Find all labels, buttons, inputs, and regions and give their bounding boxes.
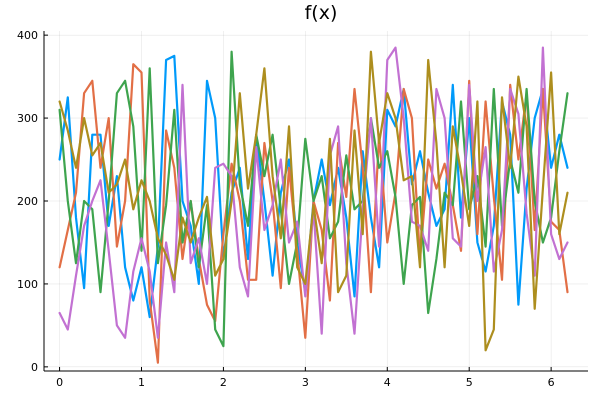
y-tick-label-3: 300 xyxy=(17,112,38,125)
series-line-5 xyxy=(58,50,569,352)
ticks: 0 1 2 3 4 5 6 0 100 200 300 400 xyxy=(17,29,555,389)
x-tick-label-2: 2 xyxy=(220,376,227,389)
chart-title: f(x) xyxy=(305,2,338,24)
y-tick-label-0: 0 xyxy=(31,361,38,374)
y-tick-label-2: 200 xyxy=(17,195,38,208)
x-tick-label-5: 5 xyxy=(466,376,473,389)
series-layer xyxy=(58,46,569,364)
x-tick-label-4: 4 xyxy=(384,376,391,389)
x-tick-label-1: 1 xyxy=(138,376,145,389)
x-tick-label-6: 6 xyxy=(548,376,555,389)
series-line-1 xyxy=(58,54,569,319)
x-tick-label-3: 3 xyxy=(302,376,309,389)
y-tick-label-1: 100 xyxy=(17,278,38,291)
y-tick-label-4: 400 xyxy=(17,29,38,42)
x-tick-label-0: 0 xyxy=(56,376,63,389)
